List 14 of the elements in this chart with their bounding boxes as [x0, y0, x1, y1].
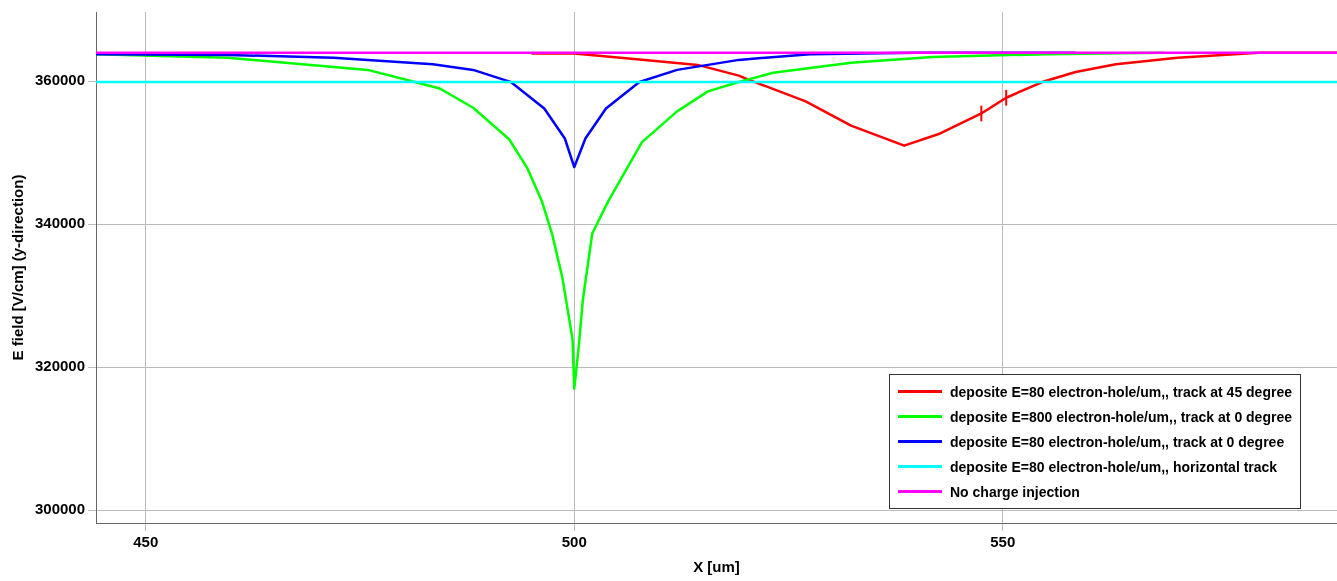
y-tick-label: 300000	[34, 500, 86, 518]
legend-label: deposite E=800 electron-hole/um,, track at 0 degree	[950, 408, 1292, 425]
x-axis-title: X [um]	[693, 558, 740, 576]
y-axis-title: E field [V/cm] (y-direction)	[9, 174, 27, 361]
x-tick-label: 450	[133, 533, 159, 551]
y-tick-label: 360000	[34, 71, 86, 89]
y-tick-label: 340000	[34, 214, 86, 232]
x-tick-label: 550	[990, 533, 1016, 551]
x-tick-label: 500	[561, 533, 587, 551]
legend-label: deposite E=80 electron-hole/um,, horizontal track	[950, 458, 1278, 475]
legend-label: No charge injection	[950, 483, 1080, 500]
legend-label: deposite E=80 electron-hole/um,, track at 0 degree	[950, 433, 1285, 450]
y-tick-label: 320000	[34, 357, 86, 375]
legend-label: deposite E=80 electron-hole/um,, track at 45 degree	[950, 383, 1292, 400]
